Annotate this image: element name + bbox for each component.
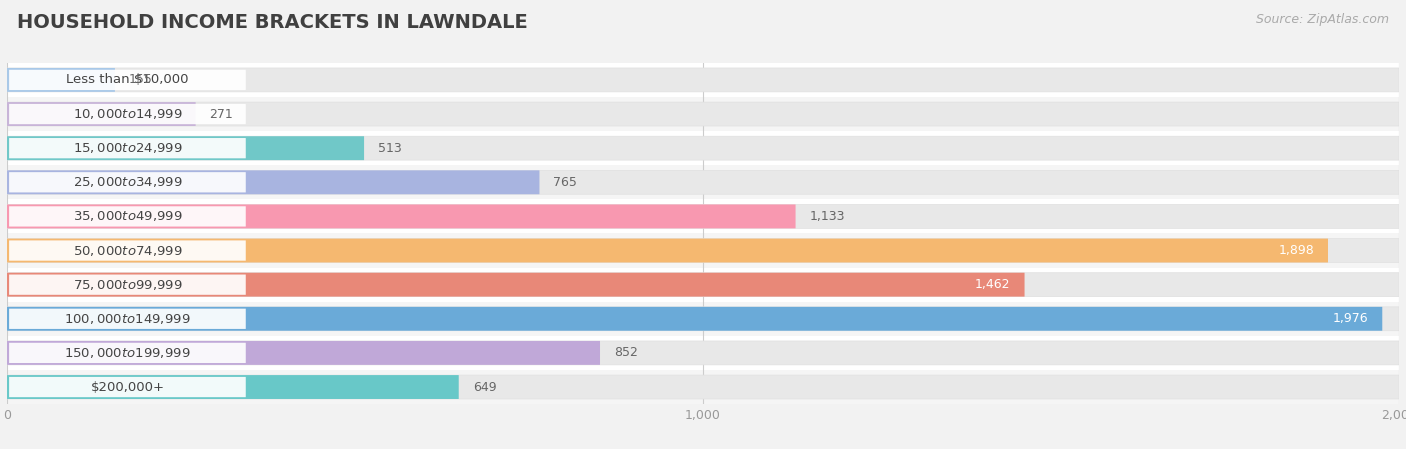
Text: 1,133: 1,133	[810, 210, 845, 223]
Text: $150,000 to $199,999: $150,000 to $199,999	[65, 346, 191, 360]
FancyBboxPatch shape	[7, 375, 458, 399]
Text: 1,976: 1,976	[1333, 313, 1368, 325]
FancyBboxPatch shape	[7, 341, 1399, 365]
FancyBboxPatch shape	[7, 68, 115, 92]
FancyBboxPatch shape	[7, 136, 364, 160]
Text: 513: 513	[378, 142, 402, 154]
FancyBboxPatch shape	[7, 136, 1399, 160]
FancyBboxPatch shape	[8, 70, 246, 90]
Text: $50,000 to $74,999: $50,000 to $74,999	[73, 243, 183, 258]
FancyBboxPatch shape	[7, 238, 1399, 263]
FancyBboxPatch shape	[7, 233, 1399, 268]
FancyBboxPatch shape	[7, 268, 1399, 302]
FancyBboxPatch shape	[7, 204, 1399, 229]
FancyBboxPatch shape	[7, 102, 1399, 126]
FancyBboxPatch shape	[8, 274, 246, 295]
FancyBboxPatch shape	[7, 68, 1399, 92]
Text: $35,000 to $49,999: $35,000 to $49,999	[73, 209, 183, 224]
FancyBboxPatch shape	[7, 273, 1399, 297]
FancyBboxPatch shape	[7, 370, 1399, 404]
Text: 1,462: 1,462	[976, 278, 1011, 291]
Text: Less than $10,000: Less than $10,000	[66, 74, 188, 86]
FancyBboxPatch shape	[7, 273, 1025, 297]
FancyBboxPatch shape	[8, 240, 246, 261]
Text: 155: 155	[129, 74, 153, 86]
Text: $10,000 to $14,999: $10,000 to $14,999	[73, 107, 183, 121]
FancyBboxPatch shape	[8, 343, 246, 363]
Text: $15,000 to $24,999: $15,000 to $24,999	[73, 141, 183, 155]
FancyBboxPatch shape	[8, 308, 246, 329]
Text: 1,898: 1,898	[1278, 244, 1315, 257]
FancyBboxPatch shape	[8, 172, 246, 193]
FancyBboxPatch shape	[8, 104, 246, 124]
FancyBboxPatch shape	[7, 63, 1399, 97]
FancyBboxPatch shape	[7, 307, 1382, 331]
FancyBboxPatch shape	[7, 336, 1399, 370]
FancyBboxPatch shape	[7, 307, 1399, 331]
FancyBboxPatch shape	[7, 170, 540, 194]
Text: 649: 649	[472, 381, 496, 393]
FancyBboxPatch shape	[7, 97, 1399, 131]
FancyBboxPatch shape	[7, 238, 1329, 263]
Text: 765: 765	[554, 176, 578, 189]
Text: $25,000 to $34,999: $25,000 to $34,999	[73, 175, 183, 189]
FancyBboxPatch shape	[7, 102, 195, 126]
Text: Source: ZipAtlas.com: Source: ZipAtlas.com	[1256, 13, 1389, 26]
FancyBboxPatch shape	[7, 165, 1399, 199]
FancyBboxPatch shape	[8, 377, 246, 397]
FancyBboxPatch shape	[7, 170, 1399, 194]
Text: 852: 852	[614, 347, 638, 359]
FancyBboxPatch shape	[8, 206, 246, 227]
FancyBboxPatch shape	[7, 199, 1399, 233]
FancyBboxPatch shape	[7, 131, 1399, 165]
FancyBboxPatch shape	[7, 204, 796, 229]
Text: HOUSEHOLD INCOME BRACKETS IN LAWNDALE: HOUSEHOLD INCOME BRACKETS IN LAWNDALE	[17, 13, 527, 32]
Text: 271: 271	[209, 108, 233, 120]
Text: $200,000+: $200,000+	[90, 381, 165, 393]
FancyBboxPatch shape	[7, 341, 600, 365]
FancyBboxPatch shape	[8, 138, 246, 158]
Text: $75,000 to $99,999: $75,000 to $99,999	[73, 277, 183, 292]
FancyBboxPatch shape	[7, 302, 1399, 336]
FancyBboxPatch shape	[7, 375, 1399, 399]
Text: $100,000 to $149,999: $100,000 to $149,999	[65, 312, 191, 326]
